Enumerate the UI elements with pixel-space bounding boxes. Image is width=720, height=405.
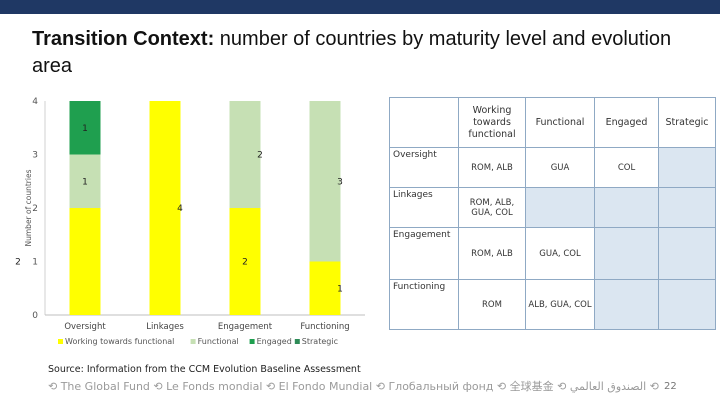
bar-data-label: 1 (82, 124, 88, 134)
bar-segment (149, 101, 181, 315)
maturity-matrix: Working towards functional Functional En… (389, 97, 716, 330)
x-tick-label: Linkages (146, 322, 184, 332)
matrix-cell: ROM, ALB (458, 147, 526, 188)
y-axis-title: Number of countries (24, 169, 33, 246)
page-number: 22 (664, 381, 677, 392)
legend-label: Functional (198, 337, 239, 346)
bar-data-label: 3 (337, 177, 343, 187)
bar-data-label: 1 (82, 177, 88, 187)
matrix-cell: ALB, GUA, COL (525, 279, 595, 330)
legend-swatch (249, 339, 255, 344)
matrix-col-header: Engaged (594, 97, 659, 148)
x-tick-label: Functioning (300, 322, 349, 332)
footer-brand-line: ⟲ The Global Fund ⟲ Le Fonds mondial ⟲ E… (48, 380, 659, 393)
matrix-col-header: Functional (525, 97, 595, 148)
legend-label: Working towards functional (65, 337, 174, 346)
bar-data-label: 4 (177, 204, 183, 214)
matrix-cell: ROM, ALB (458, 227, 526, 280)
matrix-cell (525, 187, 595, 228)
matrix-cell (658, 279, 716, 330)
matrix-cell (594, 227, 659, 280)
x-tick-label: Engagement (218, 322, 273, 332)
bar-segment (309, 101, 341, 262)
matrix-row-linkages: Linkages ROM, ALB, GUA, COL (389, 187, 716, 228)
matrix-row-label: Functioning (389, 279, 459, 330)
matrix-row-functioning: Functioning ROM ALB, GUA, COL (389, 279, 716, 330)
matrix-col-header: Strategic (658, 97, 716, 148)
bar-data-label: 2 (242, 258, 248, 268)
legend-swatch (190, 339, 196, 344)
y-tick-label: 1 (32, 258, 38, 268)
bar-data-label: 2 (257, 151, 263, 161)
bar-segment (69, 154, 101, 208)
matrix-corner-cell (389, 97, 459, 148)
matrix-row-label: Engagement (389, 227, 459, 280)
bar-segment (69, 101, 101, 155)
bar-segment (229, 208, 261, 315)
source-note: Source: Information from the CCM Evoluti… (48, 364, 361, 375)
bar-segment (309, 261, 341, 315)
matrix-cell (658, 187, 716, 228)
title-rest: number of countries by maturity level an… (32, 28, 672, 77)
matrix-header-row: Working towards functional Functional En… (389, 97, 716, 148)
bar-segment (69, 208, 101, 315)
y-tick-label: 4 (32, 97, 38, 107)
legend-label: Strategic (302, 337, 338, 346)
bar-segment (229, 101, 261, 208)
y-tick-label: 3 (32, 151, 38, 161)
matrix-cell (594, 187, 659, 228)
matrix-cell: ROM, ALB, GUA, COL (458, 187, 526, 228)
title-bold: Transition Context: (32, 28, 215, 50)
matrix-cell (658, 227, 716, 280)
legend-swatch (58, 339, 63, 344)
matrix-cell: COL (594, 147, 659, 188)
matrix-cell: ROM (458, 279, 526, 330)
bar-data-label: 2 (15, 258, 21, 268)
legend-swatch (294, 339, 300, 344)
legend-label: Engaged (257, 337, 292, 346)
matrix-cell (658, 147, 716, 188)
slide-title: Transition Context: number of countries … (32, 26, 692, 80)
matrix-row-label: Linkages (389, 187, 459, 228)
top-banner (0, 0, 720, 14)
matrix-cell: GUA (525, 147, 595, 188)
matrix-col-header: Working towards functional (458, 97, 526, 148)
y-tick-label: 2 (32, 204, 38, 214)
y-tick-label: 0 (32, 311, 38, 321)
matrix-row-oversight: Oversight ROM, ALB GUA COL (389, 147, 716, 188)
bar-data-label: 1 (337, 284, 343, 294)
matrix-row-label: Oversight (389, 147, 459, 188)
x-tick-label: Oversight (64, 322, 106, 332)
matrix-row-engagement: Engagement ROM, ALB GUA, COL (389, 227, 716, 280)
matrix-cell: GUA, COL (525, 227, 595, 280)
matrix-cell (594, 279, 659, 330)
